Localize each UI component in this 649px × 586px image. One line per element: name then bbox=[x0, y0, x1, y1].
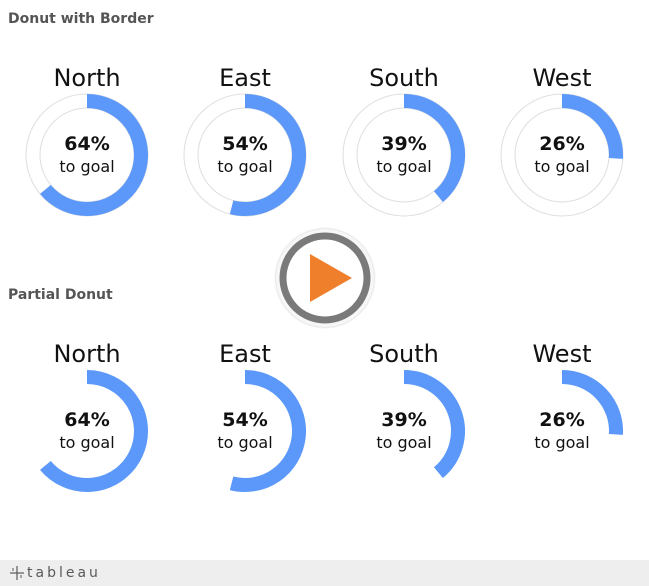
donut-chart bbox=[229, 370, 307, 492]
goal-label: to goal bbox=[376, 433, 432, 452]
region-label: South bbox=[369, 64, 439, 92]
donut-chart bbox=[342, 93, 466, 217]
goal-label: to goal bbox=[59, 157, 115, 176]
region-label: East bbox=[219, 340, 271, 368]
donut-progress-arc bbox=[40, 94, 148, 216]
goal-label: to goal bbox=[534, 157, 590, 176]
donut-inner-border bbox=[356, 107, 452, 203]
donut-progress-arc bbox=[561, 94, 623, 159]
goal-label: to goal bbox=[59, 433, 115, 452]
donut-chart bbox=[403, 370, 465, 478]
region-label: West bbox=[532, 64, 592, 92]
value-label: 39% bbox=[381, 409, 427, 431]
region-label: East bbox=[219, 64, 271, 92]
donut-progress-arc bbox=[403, 370, 465, 478]
goal-label: to goal bbox=[534, 433, 590, 452]
donut-chart bbox=[561, 370, 623, 435]
donut-inner-border bbox=[39, 107, 135, 203]
donut-chart bbox=[40, 370, 148, 492]
donut-inner-border bbox=[197, 107, 293, 203]
tableau-logo[interactable]: tableau bbox=[10, 564, 101, 582]
value-label: 26% bbox=[539, 133, 585, 155]
value-label: 54% bbox=[222, 133, 268, 155]
goal-label: to goal bbox=[217, 433, 273, 452]
donut-chart bbox=[183, 93, 307, 217]
donut-chart bbox=[25, 93, 149, 217]
goal-label: to goal bbox=[217, 157, 273, 176]
value-label: 64% bbox=[64, 409, 110, 431]
goal-label: to goal bbox=[376, 157, 432, 176]
region-label: South bbox=[369, 340, 439, 368]
value-label: 64% bbox=[64, 133, 110, 155]
chart-title: Donut with Border bbox=[8, 11, 154, 27]
tableau-cross-icon bbox=[10, 566, 24, 580]
region-label: West bbox=[532, 340, 592, 368]
value-label: 39% bbox=[381, 133, 427, 155]
value-label: 26% bbox=[539, 409, 585, 431]
donut-progress-arc bbox=[229, 370, 307, 492]
donut-progress-arc bbox=[229, 94, 307, 216]
region-label: North bbox=[53, 64, 121, 92]
donut-progress-arc bbox=[403, 94, 465, 202]
footer-bar: tableau bbox=[0, 560, 649, 586]
play-button[interactable] bbox=[276, 229, 374, 327]
play-icon bbox=[279, 232, 371, 324]
region-label: North bbox=[53, 340, 121, 368]
value-label: 54% bbox=[222, 409, 268, 431]
chart-title: Partial Donut bbox=[8, 287, 113, 303]
donut-inner-border bbox=[514, 107, 610, 203]
donut-chart bbox=[500, 93, 624, 217]
donut-progress-arc bbox=[40, 370, 148, 492]
tableau-logo-text: tableau bbox=[27, 565, 101, 581]
donut-progress-arc bbox=[561, 370, 623, 435]
